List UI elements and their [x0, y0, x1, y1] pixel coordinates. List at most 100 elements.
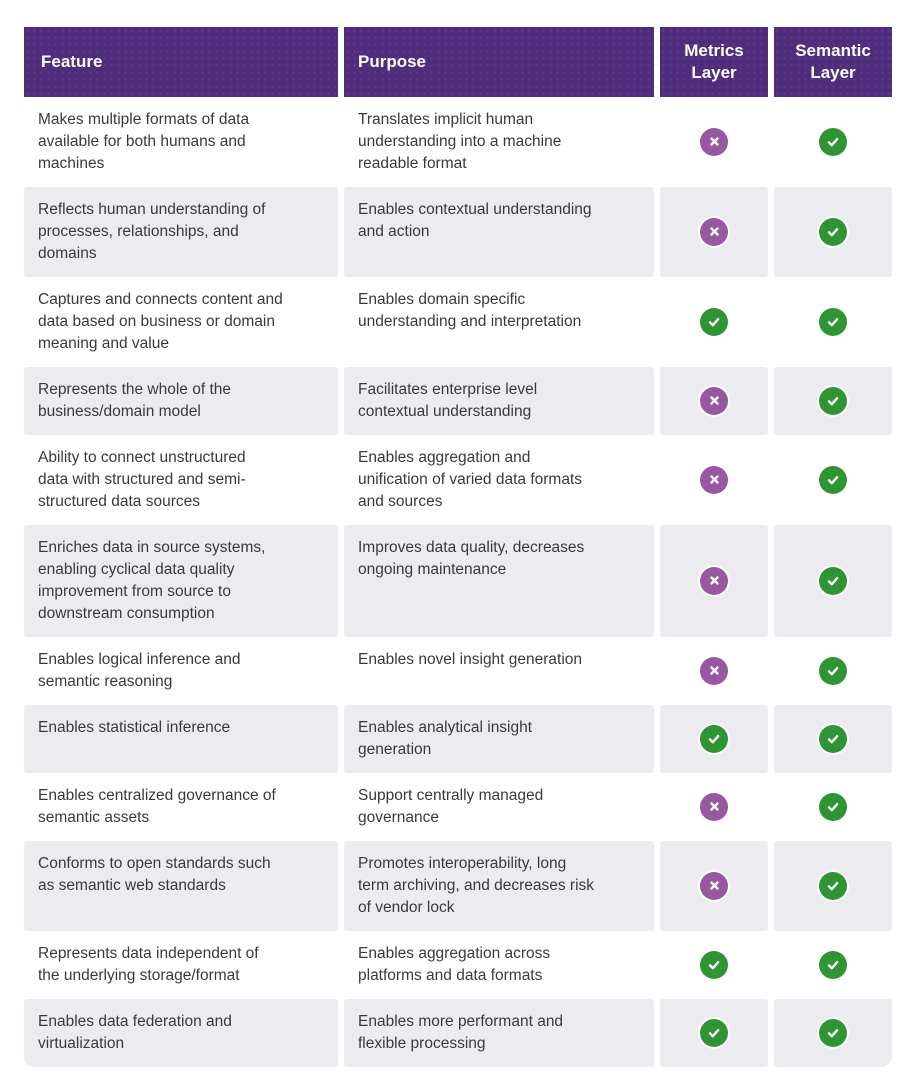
- purpose-cell: Enables novel insight generation: [358, 651, 583, 668]
- purpose-cell: Support centrally managed governance: [358, 787, 544, 826]
- table-row: Captures and connects content and data b…: [24, 277, 892, 367]
- metrics-layer-cell: [660, 637, 768, 705]
- feature-cell: Represents data independent of the under…: [38, 945, 259, 984]
- cross-glyph: [709, 475, 719, 484]
- check-icon: [819, 566, 847, 595]
- check-icon: [819, 792, 847, 821]
- check-icon: [819, 871, 847, 900]
- cross-icon: [700, 465, 728, 494]
- purpose-cell: Enables more performant and flexible pro…: [344, 999, 654, 1067]
- metrics-layer-cell: [660, 97, 768, 187]
- feature-cell: Represents the whole of the business/dom…: [24, 367, 338, 435]
- metrics-layer-cell: [660, 187, 768, 277]
- check-glyph: [708, 734, 720, 743]
- metrics-layer-cell: [660, 277, 768, 367]
- check-glyph: [708, 960, 720, 969]
- feature-cell: Captures and connects content and data b…: [38, 291, 283, 352]
- semantic-layer-cell: [774, 999, 892, 1067]
- purpose-cell: Improves data quality, decreases ongoing…: [344, 525, 654, 637]
- table-header: Feature Purpose Metrics Layer Semantic L…: [24, 27, 892, 97]
- table-body: Makes multiple formats of data available…: [24, 97, 892, 1067]
- metrics-layer-cell: [660, 841, 768, 931]
- comparison-table-page: Feature Purpose Metrics Layer Semantic L…: [18, 27, 898, 1067]
- check-glyph: [827, 802, 839, 811]
- check-glyph: [827, 227, 839, 236]
- table-row: Enables logical inference and semantic r…: [24, 637, 892, 705]
- header-cell-purpose: Purpose: [344, 27, 654, 97]
- cross-icon: [700, 656, 728, 685]
- purpose-cell: Enables contextual understanding and act…: [344, 187, 654, 277]
- metrics-layer-cell: [660, 773, 768, 841]
- table-row: Conforms to open standards such as seman…: [24, 841, 892, 931]
- feature-cell: Enriches data in source systems, enablin…: [24, 525, 338, 637]
- cross-glyph: [709, 137, 719, 146]
- check-glyph: [827, 1028, 839, 1037]
- check-icon: [819, 386, 847, 415]
- semantic-layer-cell: [774, 187, 892, 277]
- semantic-layer-cell: [774, 435, 892, 525]
- purpose-cell: Enables aggregation across platforms and…: [358, 945, 551, 984]
- semantic-layer-cell: [774, 637, 892, 705]
- check-glyph: [827, 666, 839, 675]
- feature-cell: Conforms to open standards such as seman…: [24, 841, 338, 931]
- check-glyph: [827, 475, 839, 484]
- feature-comparison-table: Feature Purpose Metrics Layer Semantic L…: [18, 27, 898, 1067]
- header-cell-semantic-layer: Semantic Layer: [774, 27, 892, 97]
- metrics-layer-cell: [660, 705, 768, 773]
- check-glyph: [827, 576, 839, 585]
- cross-icon: [700, 871, 728, 900]
- table-row: Makes multiple formats of data available…: [24, 97, 892, 187]
- check-glyph: [827, 396, 839, 405]
- cross-glyph: [709, 666, 719, 675]
- check-glyph: [827, 137, 839, 146]
- cross-icon: [700, 386, 728, 415]
- feature-cell: Enables statistical inference: [24, 705, 338, 773]
- purpose-cell: Facilitates enterprise level contextual …: [344, 367, 654, 435]
- table-row: Enables statistical inference Enables an…: [24, 705, 892, 773]
- purpose-cell: Translates implicit human understanding …: [358, 111, 562, 172]
- table-row: Represents the whole of the business/dom…: [24, 367, 892, 435]
- feature-cell: Makes multiple formats of data available…: [38, 111, 250, 172]
- check-icon: [700, 307, 728, 336]
- purpose-cell: Promotes interoperability, long term arc…: [344, 841, 654, 931]
- cross-glyph: [709, 576, 719, 585]
- check-icon: [819, 1018, 847, 1047]
- check-glyph: [827, 881, 839, 890]
- cross-icon: [700, 217, 728, 246]
- table-row: Enables data federation and virtualizati…: [24, 999, 892, 1067]
- feature-cell: Reflects human understanding of processe…: [24, 187, 338, 277]
- semantic-layer-cell: [774, 277, 892, 367]
- check-icon: [819, 307, 847, 336]
- check-glyph: [708, 317, 720, 326]
- purpose-cell: Enables aggregation and unification of v…: [358, 449, 583, 510]
- cross-glyph: [709, 396, 719, 405]
- header-cell-feature: Feature: [24, 27, 338, 97]
- cross-icon: [700, 566, 728, 595]
- check-glyph: [827, 734, 839, 743]
- table-row: Reflects human understanding of processe…: [24, 187, 892, 277]
- cross-icon: [700, 127, 728, 156]
- check-icon: [819, 724, 847, 753]
- check-icon: [819, 950, 847, 979]
- semantic-layer-cell: [774, 97, 892, 187]
- semantic-layer-cell: [774, 367, 892, 435]
- metrics-layer-cell: [660, 525, 768, 637]
- semantic-layer-cell: [774, 841, 892, 931]
- check-icon: [700, 950, 728, 979]
- table-row: Enables centralized governance of semant…: [24, 773, 892, 841]
- check-glyph: [827, 960, 839, 969]
- header-cell-metrics-layer: Metrics Layer: [660, 27, 768, 97]
- check-glyph: [708, 1028, 720, 1037]
- semantic-layer-cell: [774, 773, 892, 841]
- feature-cell: Enables logical inference and semantic r…: [38, 651, 241, 690]
- metrics-layer-cell: [660, 435, 768, 525]
- purpose-cell: Enables analytical insight generation: [344, 705, 654, 773]
- table-row: Ability to connect unstructured data wit…: [24, 435, 892, 525]
- feature-cell: Enables centralized governance of semant…: [38, 787, 276, 826]
- semantic-layer-cell: [774, 705, 892, 773]
- metrics-layer-cell: [660, 931, 768, 999]
- check-icon: [819, 217, 847, 246]
- cross-glyph: [709, 227, 719, 236]
- semantic-layer-cell: [774, 525, 892, 637]
- table-row: Enriches data in source systems, enablin…: [24, 525, 892, 637]
